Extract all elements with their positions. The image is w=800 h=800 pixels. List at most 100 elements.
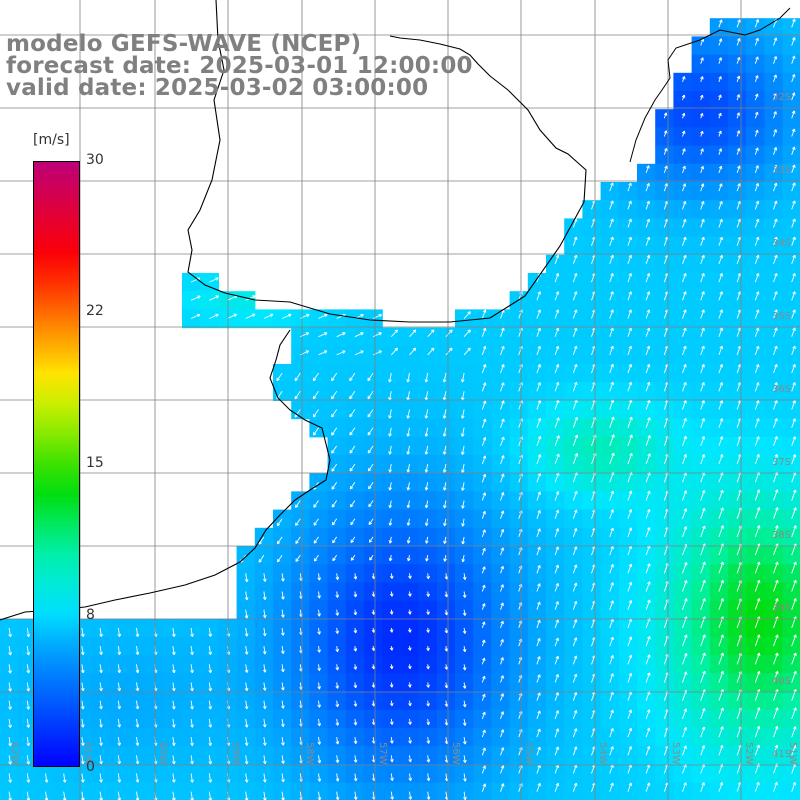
wind-arrow (172, 700, 176, 710)
wind-cell (564, 546, 583, 565)
wind-arrow (645, 563, 651, 574)
wind-cell (691, 127, 711, 147)
wind-cell (527, 618, 547, 638)
wind-cell (709, 546, 729, 565)
wind-cell (436, 327, 456, 347)
wind-arrow (190, 755, 194, 765)
wind-arrow (481, 621, 486, 629)
wind-arrow (609, 363, 614, 374)
wind-arrow (754, 37, 759, 46)
wind-cell (564, 254, 583, 274)
wind-arrow (773, 164, 778, 174)
wind-cell (709, 72, 729, 92)
wind-cell (728, 618, 747, 638)
wind-arrow (135, 627, 140, 637)
wind-cell (655, 746, 674, 765)
wind-cell (600, 254, 620, 274)
wind-cell (691, 600, 711, 620)
wind-arrow (462, 627, 467, 634)
wind-cell (709, 163, 729, 183)
latitude-label: 38S (772, 530, 791, 541)
wind-cell (655, 527, 674, 547)
wind-arrow (462, 573, 467, 580)
wind-cell (764, 691, 784, 711)
wind-arrow (208, 646, 213, 655)
wind-cell (709, 728, 729, 747)
wind-cell (746, 327, 765, 347)
wind-arrow (645, 417, 651, 428)
wind-cell (691, 145, 711, 165)
wind-arrow (481, 603, 486, 610)
wind-arrow (388, 464, 392, 473)
wind-arrow (682, 309, 687, 319)
wind-cell (582, 400, 602, 420)
wind-cell (618, 345, 638, 365)
wind-cell (728, 163, 747, 183)
wind-arrow (700, 454, 706, 465)
wind-arrow (754, 781, 760, 792)
wind-cell (400, 345, 420, 365)
wind-arrow (8, 755, 12, 765)
wind-arrow (281, 773, 285, 783)
wind-arrow (718, 76, 722, 83)
wind-arrow (460, 409, 465, 419)
wind-arrow (313, 554, 319, 562)
wind-arrow (427, 329, 435, 338)
wind-arrow (791, 670, 797, 683)
wind-cell (618, 600, 638, 620)
wind-cell (455, 782, 474, 800)
wind-arrow (8, 664, 12, 674)
wind-cell (764, 145, 784, 165)
wind-cell (527, 291, 547, 310)
wind-cell (673, 254, 693, 274)
wind-cell (782, 327, 800, 347)
wind-arrow (682, 183, 687, 192)
wind-arrow (681, 94, 686, 101)
wind-arrow (444, 627, 449, 634)
wind-cell (546, 291, 565, 310)
wind-arrow (209, 313, 219, 319)
wind-arrow (700, 436, 706, 447)
wind-cell (709, 127, 729, 147)
wind-cell (764, 18, 784, 37)
wind-arrow (262, 609, 267, 619)
wind-cell (582, 637, 602, 656)
wind-cell (527, 546, 547, 565)
wind-arrow (335, 591, 340, 598)
wind-cell (564, 746, 583, 765)
wind-cell (655, 345, 674, 365)
wind-arrow (209, 277, 219, 283)
wind-arrow (460, 427, 465, 437)
wind-arrow (536, 291, 541, 301)
wind-cell (582, 327, 602, 347)
wind-arrow (718, 148, 723, 155)
wind-cell (764, 582, 784, 602)
wind-arrow (572, 453, 579, 465)
wind-arrow (791, 363, 796, 374)
wind-arrow (461, 500, 465, 509)
latitude-label: 39S (772, 603, 791, 614)
wind-arrow (8, 682, 12, 692)
wind-arrow (500, 455, 505, 465)
wind-arrow (627, 600, 633, 610)
longitude-label: 55W (523, 742, 534, 765)
wind-cell (728, 491, 747, 511)
wind-cell (746, 54, 765, 74)
wind-arrow (609, 291, 614, 301)
wind-arrow (424, 373, 429, 383)
wind-arrow (388, 445, 392, 455)
wind-arrow (609, 254, 614, 265)
wind-cell (691, 618, 711, 638)
wind-arrow (536, 472, 542, 483)
wind-arrow (99, 700, 103, 710)
wind-arrow (295, 518, 301, 526)
wind-cell (600, 273, 620, 292)
colorbar-tick-8: 8 (86, 607, 95, 623)
wind-arrow (718, 273, 723, 283)
wind-arrow (312, 409, 319, 418)
wind-arrow (135, 682, 140, 692)
wind-arrow (443, 518, 447, 527)
wind-arrow (426, 573, 431, 580)
wind-cell (527, 709, 547, 729)
wind-cell (618, 582, 638, 602)
